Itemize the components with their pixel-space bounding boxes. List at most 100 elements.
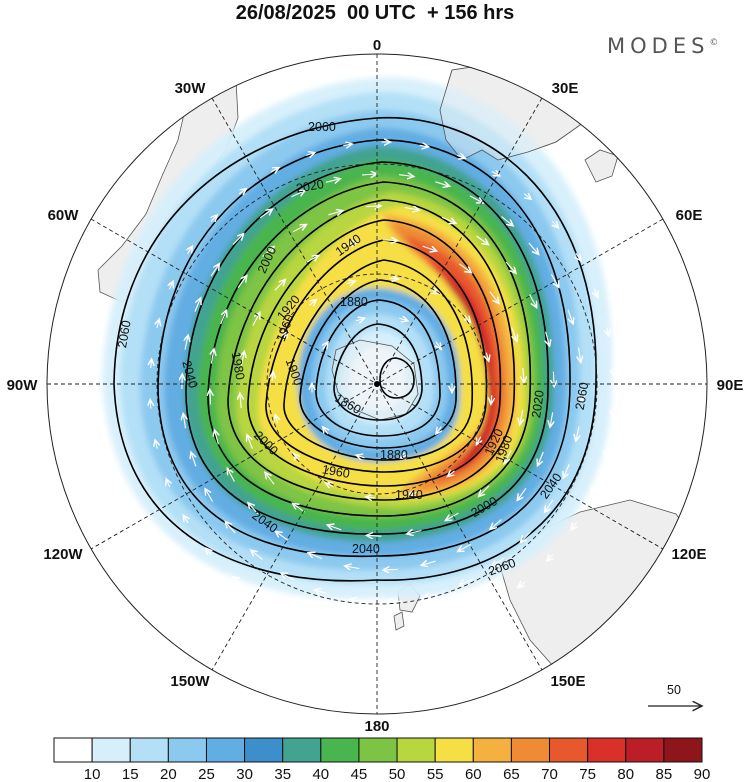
lon-label-90w: 90W xyxy=(7,377,39,394)
wind-arrow xyxy=(523,194,531,200)
wind-arrow xyxy=(323,427,328,435)
wind-arrow xyxy=(517,487,527,500)
wind-arrow xyxy=(435,182,449,187)
wind-arrow xyxy=(275,531,288,541)
colorbar-swatch xyxy=(205,737,246,763)
wind-arrow xyxy=(220,310,227,325)
wind-arrow xyxy=(211,215,217,222)
wind-arrow xyxy=(469,195,483,203)
wind-arrow xyxy=(422,245,437,251)
wind-arrow xyxy=(399,318,408,321)
contour-1960 xyxy=(247,219,502,487)
wind-arrow xyxy=(325,482,334,486)
lon-label-180: 180 xyxy=(364,718,389,735)
wind-arrow xyxy=(387,601,402,602)
colorbar-swatch xyxy=(358,737,398,763)
colorbar-tick-label: 10 xyxy=(84,766,101,782)
wind-arrow xyxy=(206,548,212,555)
band-75 xyxy=(404,236,502,482)
contour-1860 xyxy=(333,323,423,421)
wind-arrow xyxy=(356,455,365,458)
wind-arrow xyxy=(421,561,436,565)
wind-arrow xyxy=(252,312,260,326)
wind-arrow xyxy=(294,454,300,461)
wind-arrow xyxy=(343,144,352,145)
wind-arrow xyxy=(355,318,365,321)
wind-arrow xyxy=(528,242,539,254)
wind-arrow xyxy=(265,472,275,485)
wind-arrow xyxy=(419,145,429,147)
wind-arrow xyxy=(399,455,409,458)
wind-arrow xyxy=(305,255,319,264)
colorbar-swatch xyxy=(320,737,360,763)
wind-arrow xyxy=(350,600,365,602)
colorbar-tick-label: 80 xyxy=(617,766,634,782)
lon-label-120e: 120E xyxy=(671,546,706,563)
colorbar-tick-label: 25 xyxy=(198,766,215,782)
wind-arrow xyxy=(248,503,259,515)
wind-arrow xyxy=(546,331,550,346)
lon-label-90e: 90E xyxy=(717,377,744,394)
wind-arrow xyxy=(188,246,193,254)
wind-arrow xyxy=(205,489,214,502)
colorbar-swatch xyxy=(53,737,93,763)
wind-arrow xyxy=(308,553,323,560)
wind-arrow xyxy=(309,300,317,306)
colorbar-tick-label: 15 xyxy=(122,766,139,782)
wind-arrow xyxy=(233,577,241,583)
lon-label-120w: 120W xyxy=(43,546,83,563)
colorbar-tick-label: 55 xyxy=(427,766,444,782)
colorbar-tick-label: 90 xyxy=(694,766,711,782)
brand-name: MODES xyxy=(607,34,710,58)
wind-arrow xyxy=(407,531,422,534)
wind-arrow xyxy=(166,479,170,488)
contour-1940 xyxy=(265,239,488,473)
contour-label: 2060 xyxy=(573,381,592,411)
map-title: 26/08/2025 00 UTC + 156 hrs xyxy=(235,2,515,24)
pole-marker xyxy=(374,381,380,387)
wind-arrow xyxy=(456,155,466,158)
wind-arrow xyxy=(489,291,499,304)
wind-arrow xyxy=(270,168,279,172)
wind-arrow xyxy=(283,331,287,340)
colorbar-swatch xyxy=(472,737,512,763)
colorbar-tick-label: 50 xyxy=(389,766,406,782)
wind-arrow xyxy=(264,600,273,604)
lon-label-30w: 30W xyxy=(175,80,207,97)
longitude-labels: 0 30E 60E 90E 120E 150E 180 150W 120W 90… xyxy=(7,37,744,735)
colorbar-swatch xyxy=(510,737,551,763)
wind-arrow xyxy=(240,393,241,409)
wind-arrow xyxy=(389,278,398,279)
wind-arrow xyxy=(459,263,471,273)
lon-label-30e: 30E xyxy=(552,80,579,97)
wind-arrow xyxy=(299,618,308,621)
land-madagascar xyxy=(584,149,619,183)
contour-2020 xyxy=(185,161,549,535)
wind-arrow xyxy=(501,216,514,226)
colorbar-tick-label: 85 xyxy=(656,766,673,782)
wind-arrow xyxy=(490,519,502,530)
wind-arrow xyxy=(194,298,201,312)
contour-label: 2040 xyxy=(352,542,380,556)
wind-arrow xyxy=(210,389,211,405)
wind-arrow xyxy=(613,367,614,376)
wind-arrow xyxy=(563,464,570,478)
contour-2040 xyxy=(157,139,571,558)
colorbar-swatch xyxy=(396,737,436,763)
wind-arrow xyxy=(436,426,441,434)
lon-label-60w: 60W xyxy=(48,207,80,224)
wind-arrow xyxy=(382,240,398,241)
wind-arrow xyxy=(605,448,607,457)
wind-arrow xyxy=(486,352,489,362)
wind-arrow xyxy=(345,566,360,569)
wind-arrow xyxy=(259,209,272,219)
wind-arrow xyxy=(157,319,159,328)
brand-logo: MODES© xyxy=(607,34,718,58)
wind-arrow xyxy=(476,436,480,445)
lon-label-150w: 150W xyxy=(170,673,210,690)
wind-arrow xyxy=(210,264,219,277)
colorbar-tick-label: 20 xyxy=(160,766,177,782)
wind-arrow xyxy=(404,208,420,211)
lon-label-60e: 60E xyxy=(676,207,703,224)
